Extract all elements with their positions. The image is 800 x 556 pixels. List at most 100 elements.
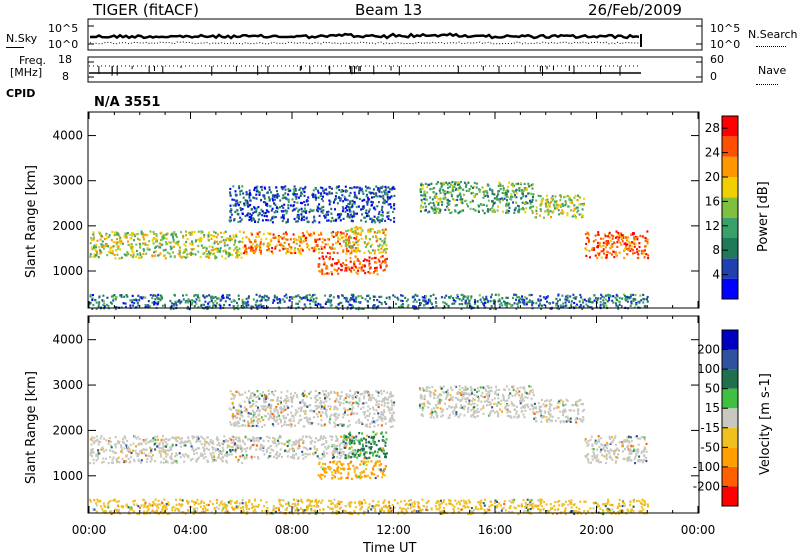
echo-pixel [96,251,98,253]
echo-pixel [441,204,443,206]
echo-pixel [425,206,427,208]
echo-pixel [268,390,270,392]
y-tick-label: 1000 [52,264,83,278]
echo-pixel [131,234,133,236]
echo-pixel [384,234,386,236]
echo-pixel [206,295,208,297]
echo-pixel [357,440,359,442]
echo-pixel [347,214,349,216]
echo-pixel [135,256,137,258]
echo-pixel [642,294,644,296]
echo-pixel [148,240,150,242]
echo-pixel [233,236,235,238]
echo-pixel [369,238,371,240]
echo-pixel [348,402,350,404]
echo-pixel [619,242,621,244]
echo-pixel [162,439,164,441]
echo-pixel [385,432,387,434]
echo-pixel [554,207,556,209]
echo-pixel [605,305,607,307]
echo-pixel [241,462,243,464]
echo-pixel [343,468,345,470]
echo-pixel [493,300,495,302]
echo-pixel [351,205,353,207]
echo-pixel [307,453,309,455]
echo-pixel [361,238,363,240]
echo-pixel [602,299,604,301]
echo-pixel [304,417,306,419]
echo-pixel [382,218,384,220]
echo-pixel [98,441,100,443]
echo-pixel [577,207,579,209]
echo-pixel [302,454,304,456]
echo-pixel [131,243,133,245]
echo-pixel [357,258,359,260]
echo-pixel [342,210,344,212]
echo-pixel [186,294,188,296]
echo-pixel [122,243,124,245]
echo-pixel [616,246,618,248]
echo-pixel [270,410,272,412]
echo-pixel [338,185,340,187]
echo-pixel [139,239,141,241]
echo-pixel [353,261,355,263]
echo-pixel [355,436,357,438]
echo-pixel [503,189,505,191]
echo-pixel [290,419,292,421]
echo-pixel [344,270,346,272]
echo-pixel [350,304,352,306]
echo-pixel [575,217,577,219]
echo-pixel [230,390,232,392]
echo-pixel [250,392,252,394]
echo-pixel [185,234,187,236]
echo-pixel [174,256,176,258]
echo-pixel [210,234,212,236]
echo-pixel [567,212,569,214]
echo-pixel [328,421,330,423]
echo-pixel [647,301,649,303]
echo-pixel [485,191,487,193]
echo-pixel [327,243,329,245]
echo-pixel [319,392,321,394]
echo-pixel [440,192,442,194]
echo-pixel [265,299,267,301]
echo-pixel [275,246,277,248]
echo-pixel [600,304,602,306]
echo-pixel [206,448,208,450]
echo-pixel [364,272,366,274]
echo-pixel [92,448,94,450]
echo-pixel [389,203,391,205]
echo-pixel [224,454,226,456]
echo-pixel [519,298,521,300]
echo-pixel [340,455,342,457]
echo-pixel [315,304,317,306]
echo-pixel [494,211,496,213]
echo-pixel [449,200,451,202]
echo-pixel [336,448,338,450]
echo-pixel [511,184,513,186]
echo-pixel [331,452,333,454]
echo-pixel [171,453,173,455]
echo-pixel [600,250,602,252]
echo-pixel [372,192,374,194]
echo-pixel [304,390,306,392]
echo-pixel [138,443,140,445]
echo-pixel [329,294,331,296]
echo-pixel [259,296,261,298]
echo-pixel [242,237,244,239]
echo-pixel [572,215,574,217]
echo-pixel [233,407,235,409]
echo-pixel [102,295,104,297]
echo-pixel [558,213,560,215]
echo-pixel [301,407,303,409]
echo-pixel [279,302,281,304]
echo-pixel [275,216,277,218]
echo-pixel [383,190,385,192]
echo-pixel [336,398,338,400]
echo-pixel [300,195,302,197]
echo-pixel [372,440,374,442]
echo-pixel [369,268,371,270]
echo-pixel [161,447,163,449]
echo-pixel [309,404,311,406]
echo-pixel [209,245,211,247]
